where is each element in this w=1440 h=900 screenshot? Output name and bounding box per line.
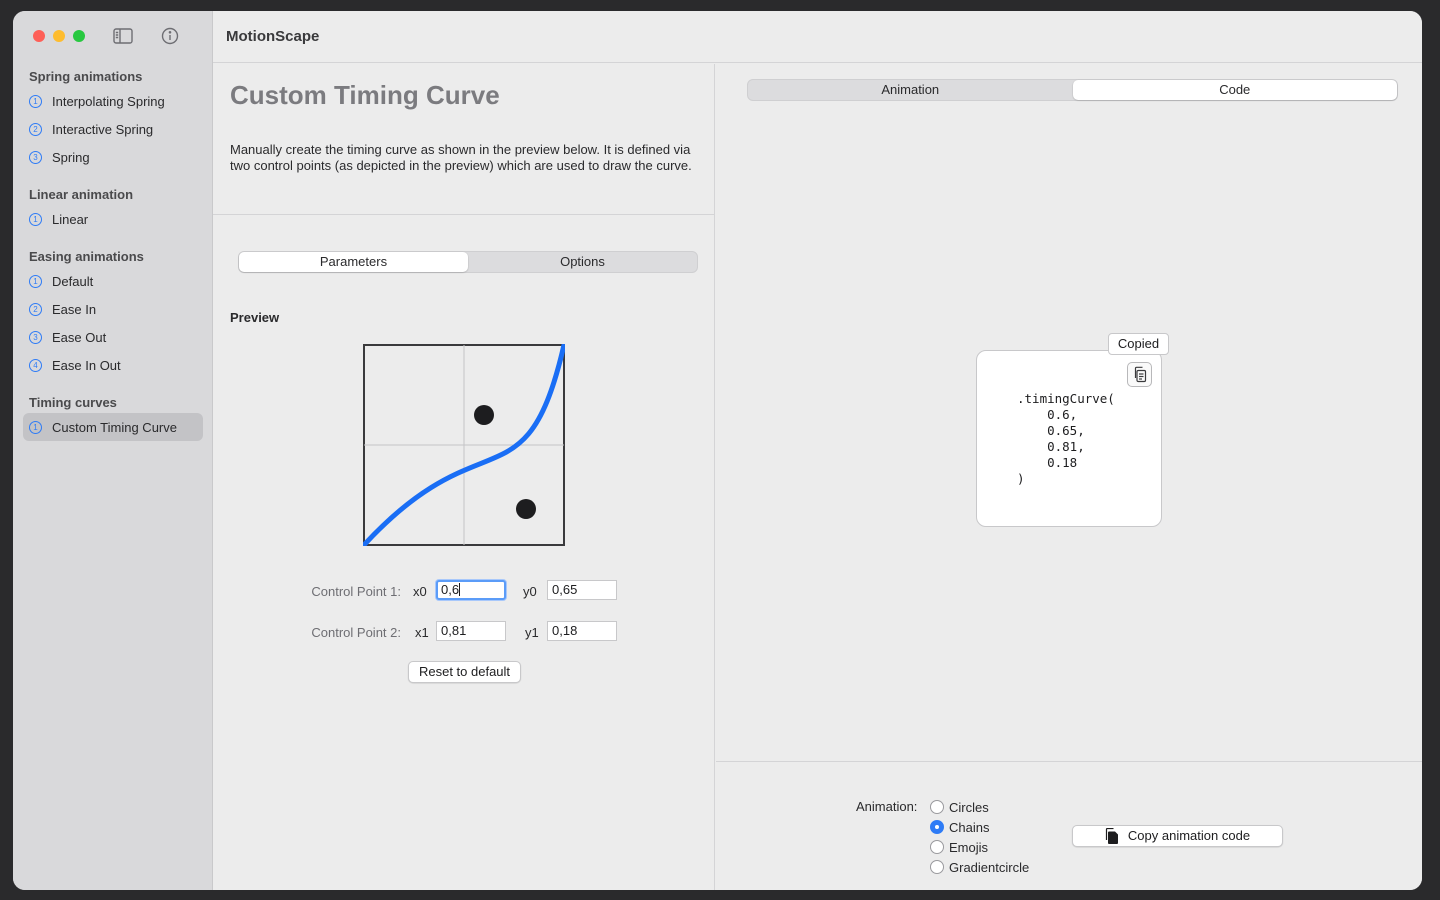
- radio-gradientcircle[interactable]: Gradientcircle: [930, 857, 1029, 877]
- sidebar-item-label: Interpolating Spring: [52, 93, 165, 109]
- tab-options[interactable]: Options: [560, 254, 605, 269]
- sidebar-item-label: Ease In Out: [52, 357, 121, 373]
- copy-animation-code-button[interactable]: Copy animation code: [1072, 825, 1283, 847]
- x1-label: x1: [415, 625, 429, 640]
- sidebar-section-title: Spring animations: [29, 69, 143, 84]
- sidebar-item-label: Spring: [52, 149, 90, 165]
- code-snippet: .timingCurve( 0.6, 0.65, 0.81, 0.18 ): [1017, 391, 1115, 486]
- control-point-2-marker: [516, 499, 536, 519]
- radio-chains[interactable]: Chains: [930, 817, 1029, 837]
- tab-parameters[interactable]: Parameters: [239, 252, 468, 272]
- sidebar-item-label: Ease In: [52, 301, 97, 317]
- document-copy-icon: [1105, 828, 1118, 844]
- copy-code-button[interactable]: [1127, 362, 1152, 387]
- code-card: .timingCurve( 0.6, 0.65, 0.81, 0.18 ): [976, 350, 1162, 527]
- x0-label: x0: [413, 584, 427, 599]
- timing-curve-preview: [363, 344, 565, 546]
- number-1-icon: 1: [29, 212, 42, 226]
- tab-code[interactable]: Code: [1072, 80, 1397, 100]
- control-point-1-marker: [474, 405, 494, 425]
- x1-field[interactable]: 0,81: [436, 621, 506, 641]
- app-title: MotionScape: [226, 28, 320, 45]
- copied-tooltip: Copied: [1108, 333, 1169, 355]
- number-1-icon: 1: [29, 420, 42, 434]
- app-window: Spring animations 1 Interpolating Spring…: [13, 11, 1422, 890]
- copy-animation-code-label: Copy animation code: [1127, 828, 1251, 843]
- info-icon[interactable]: [160, 27, 180, 45]
- animation-type-radio-group: Circles Chains Emojis Gradientcircle: [930, 797, 1029, 877]
- close-window-button[interactable]: [33, 30, 45, 42]
- copy-icon: [1134, 366, 1146, 383]
- sidebar-item-default[interactable]: 1 Default: [23, 267, 203, 295]
- tab-animation[interactable]: Animation: [881, 82, 940, 97]
- zoom-window-button[interactable]: [73, 30, 85, 42]
- number-2-icon: 2: [29, 122, 42, 136]
- preview-pane: Animation Code .timingCurve( 0.6, 0.65, …: [716, 64, 1422, 890]
- sidebar-item-label: Linear: [52, 211, 89, 227]
- page-title: Custom Timing Curve: [230, 80, 500, 110]
- number-1-icon: 1: [29, 94, 42, 108]
- sidebar-list: Spring animations 1 Interpolating Spring…: [13, 67, 213, 441]
- animation-code-segmented-control: Animation Code: [747, 79, 1398, 101]
- y1-label: y1: [525, 625, 539, 640]
- sidebar-item-linear[interactable]: 1 Linear: [23, 205, 203, 233]
- sidebar-section-title: Linear animation: [29, 187, 134, 202]
- timing-curve-line: [363, 344, 565, 546]
- y0-label: y0: [523, 584, 537, 599]
- number-2-icon: 2: [29, 302, 42, 316]
- sidebar-section-title: Timing curves: [29, 395, 117, 410]
- sidebar-item-ease-out[interactable]: 3 Ease Out: [23, 323, 203, 351]
- detail-pane: Custom Timing Curve Manually create the …: [213, 64, 715, 890]
- number-4-icon: 4: [29, 358, 42, 372]
- sidebar-item-interpolating-spring[interactable]: 1 Interpolating Spring: [23, 87, 203, 115]
- page-description: Manually create the timing curve as show…: [230, 142, 692, 173]
- reset-to-default-button[interactable]: Reset to default: [408, 661, 521, 683]
- animation-type-label: Animation:: [856, 799, 918, 814]
- sidebar-item-custom-timing-curve[interactable]: 1 Custom Timing Curve: [23, 413, 203, 441]
- preview-label: Preview: [230, 310, 280, 325]
- x0-value: 0,6: [441, 582, 460, 597]
- divider: [213, 214, 714, 215]
- sidebar-item-label: Interactive Spring: [52, 121, 154, 137]
- radio-emojis[interactable]: Emojis: [930, 837, 1029, 857]
- parameters-options-segmented-control: Parameters Options: [238, 251, 698, 273]
- control-point-1-row: Control Point 1: x0 0,6 y0 0,65: [213, 580, 715, 602]
- radio-label: Gradientcircle: [949, 859, 1030, 875]
- sidebar-toggle-icon[interactable]: [113, 27, 133, 45]
- y0-field[interactable]: 0,65: [547, 580, 617, 600]
- sidebar-item-ease-in-out[interactable]: 4 Ease In Out: [23, 351, 203, 379]
- sidebar: Spring animations 1 Interpolating Spring…: [13, 11, 213, 890]
- control-point-2-label: Control Point 2:: [311, 625, 401, 640]
- radio-label: Chains: [949, 819, 990, 835]
- radio-button[interactable]: [930, 840, 944, 854]
- toolbar: MotionScape: [213, 11, 1422, 63]
- control-point-2-row: Control Point 2: x1 0,81 y1 0,18: [213, 621, 715, 643]
- text-caret: [459, 583, 461, 596]
- radio-label: Circles: [949, 799, 989, 815]
- minimize-window-button[interactable]: [53, 30, 65, 42]
- sidebar-section-title: Easing animations: [29, 249, 144, 264]
- radio-button-selected[interactable]: [930, 820, 944, 834]
- radio-circles[interactable]: Circles: [930, 797, 1029, 817]
- radio-button[interactable]: [930, 860, 944, 874]
- window-controls: [33, 30, 85, 42]
- control-point-1-label: Control Point 1:: [311, 584, 401, 599]
- sidebar-item-ease-in[interactable]: 2 Ease In: [23, 295, 203, 323]
- number-3-icon: 3: [29, 150, 42, 164]
- sidebar-item-interactive-spring[interactable]: 2 Interactive Spring: [23, 115, 203, 143]
- divider: [716, 761, 1422, 762]
- y1-field[interactable]: 0,18: [547, 621, 617, 641]
- radio-button[interactable]: [930, 800, 944, 814]
- sidebar-item-label: Custom Timing Curve: [52, 419, 177, 435]
- sidebar-item-label: Default: [52, 273, 94, 289]
- sidebar-item-spring[interactable]: 3 Spring: [23, 143, 203, 171]
- number-3-icon: 3: [29, 330, 42, 344]
- x0-field[interactable]: 0,6: [436, 580, 506, 600]
- number-1-icon: 1: [29, 274, 42, 288]
- sidebar-item-label: Ease Out: [52, 329, 107, 345]
- radio-label: Emojis: [949, 839, 989, 855]
